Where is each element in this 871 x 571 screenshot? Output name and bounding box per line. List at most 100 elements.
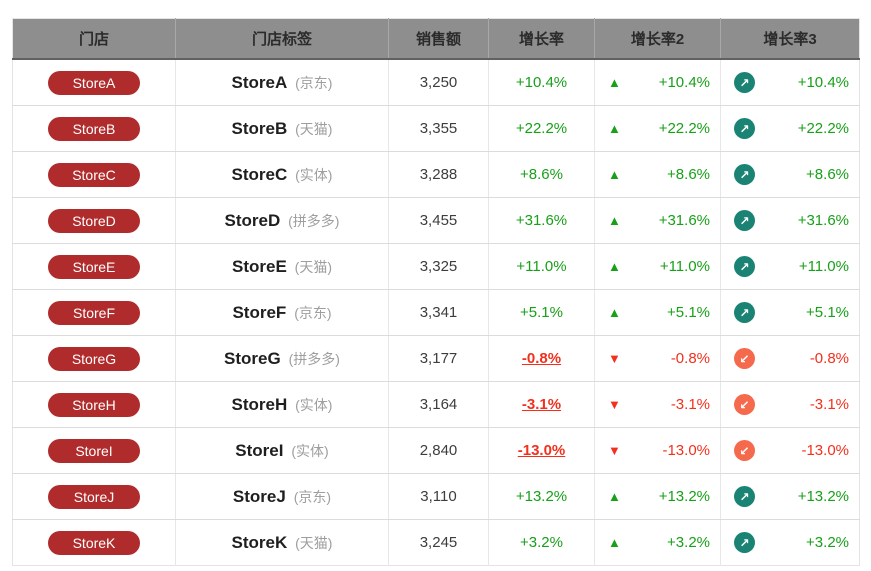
growth3-value: +11.0%	[798, 258, 849, 275]
store-label-cell: StoreB (天猫)	[175, 105, 389, 152]
growth-value: +8.6%	[520, 166, 563, 183]
trend-circle-badge: ↙	[734, 394, 755, 415]
store-pill[interactable]: StoreB	[48, 116, 140, 141]
store-pill[interactable]: StoreH	[48, 392, 140, 417]
growth3-cell: ↗ +13.2%	[720, 473, 860, 520]
sales-cell: 3,250	[388, 59, 489, 106]
header-store: 门店	[12, 18, 176, 60]
trend-circle-badge: ↗	[734, 164, 755, 185]
sales-cell: 3,455	[388, 197, 489, 244]
store-name: StoreK	[231, 532, 288, 552]
store-platform: (实体)	[291, 396, 333, 413]
growth3-cell: ↗ +5.1%	[720, 289, 860, 336]
store-pill[interactable]: StoreK	[48, 530, 140, 555]
growth3-cell: ↙ -0.8%	[720, 335, 860, 382]
store-name: StoreE	[231, 256, 287, 276]
store-cell: StoreB	[12, 105, 176, 152]
growth2-value: +11.0%	[659, 258, 710, 275]
store-cell: StoreD	[12, 197, 176, 244]
store-cell: StoreG	[12, 335, 176, 382]
trend-arrow-icon: ↗	[739, 305, 750, 320]
trend-triangle-icon: ▲	[608, 75, 621, 90]
growth2-value: -13.0%	[662, 442, 710, 459]
trend-arrow-icon: ↗	[739, 259, 750, 274]
growth-cell: +10.4%	[488, 59, 595, 106]
table-row: StoreE StoreE (天猫) 3,325 +11.0% ▲ +11.0%…	[12, 243, 860, 290]
store-label-cell: StoreH (实体)	[175, 381, 389, 428]
growth-cell: +13.2%	[488, 473, 595, 520]
store-label-cell: StoreE (天猫)	[175, 243, 389, 290]
sales-cell: 2,840	[388, 427, 489, 474]
trend-circle-badge: ↗	[734, 486, 755, 507]
store-pill[interactable]: StoreC	[48, 162, 140, 187]
growth3-value: +13.2%	[797, 488, 849, 505]
growth3-cell: ↗ +8.6%	[720, 151, 860, 198]
trend-circle-badge: ↗	[734, 256, 755, 277]
store-cell: StoreA	[12, 59, 176, 106]
store-name: StoreH	[231, 394, 288, 414]
store-pill[interactable]: StoreG	[48, 346, 140, 371]
store-platform: (天猫)	[291, 534, 333, 551]
store-platform: (天猫)	[290, 258, 332, 275]
store-pill[interactable]: StoreE	[48, 254, 140, 279]
growth-value: +22.2%	[515, 120, 568, 137]
growth3-cell: ↗ +11.0%	[720, 243, 860, 290]
store-label-cell: StoreF (京东)	[175, 289, 389, 336]
trend-circle-badge: ↗	[734, 72, 755, 93]
sales-value: 3,245	[419, 534, 458, 551]
trend-arrow-icon: ↗	[739, 213, 750, 228]
growth-cell: +11.0%	[488, 243, 595, 290]
growth-cell: -3.1%	[488, 381, 595, 428]
growth2-cell: ▲ +11.0%	[594, 243, 721, 290]
store-pill[interactable]: StoreF	[48, 300, 140, 325]
table-row: StoreC StoreC (实体) 3,288 +8.6% ▲ +8.6% ↗…	[12, 151, 860, 198]
growth2-value: +5.1%	[667, 304, 710, 321]
store-platform: (京东)	[290, 304, 332, 321]
growth2-value: +10.4%	[658, 74, 710, 91]
trend-circle-badge: ↗	[734, 118, 755, 139]
growth3-value: +5.1%	[806, 304, 849, 321]
trend-circle-badge: ↗	[734, 532, 755, 553]
trend-arrow-icon: ↗	[739, 75, 750, 90]
sales-value: 3,325	[419, 258, 458, 275]
store-pill[interactable]: StoreA	[48, 70, 140, 95]
store-name: StoreD	[224, 210, 281, 230]
store-platform: (京东)	[289, 488, 332, 505]
growth3-value: +10.4%	[797, 74, 849, 91]
growth2-cell: ▼ -13.0%	[594, 427, 721, 474]
growth2-cell: ▲ +8.6%	[594, 151, 721, 198]
table-row: StoreF StoreF (京东) 3,341 +5.1% ▲ +5.1% ↗…	[12, 289, 860, 336]
sales-value: 3,455	[419, 212, 458, 229]
store-name: StoreI	[235, 440, 284, 460]
growth-cell: +8.6%	[488, 151, 595, 198]
growth2-value: -0.8%	[670, 350, 710, 367]
growth3-value: -0.8%	[809, 350, 849, 367]
growth-cell: +31.6%	[488, 197, 595, 244]
sales-cell: 3,341	[388, 289, 489, 336]
store-platform: (拼多多)	[284, 350, 340, 367]
store-name: StoreG	[224, 348, 281, 368]
store-platform: (拼多多)	[284, 212, 340, 229]
store-label-cell: StoreC (实体)	[175, 151, 389, 198]
growth-value: +3.2%	[520, 534, 563, 551]
trend-triangle-icon: ▼	[608, 443, 621, 458]
growth2-cell: ▼ -3.1%	[594, 381, 721, 428]
growth-value: -3.1%	[521, 396, 562, 413]
sales-value: 3,250	[419, 74, 458, 91]
growth2-cell: ▲ +31.6%	[594, 197, 721, 244]
store-name: StoreF	[232, 302, 287, 322]
growth2-value: +13.2%	[658, 488, 710, 505]
growth2-value: +22.2%	[658, 120, 710, 137]
store-pill[interactable]: StoreI	[48, 438, 140, 463]
store-name: StoreB	[231, 118, 288, 138]
table-row: StoreJ StoreJ (京东) 3,110 +13.2% ▲ +13.2%…	[12, 473, 860, 520]
store-pill[interactable]: StoreD	[48, 208, 140, 233]
trend-arrow-icon: ↗	[739, 167, 750, 182]
trend-triangle-icon: ▲	[608, 535, 621, 550]
growth3-cell: ↙ -3.1%	[720, 381, 860, 428]
table-row: StoreB StoreB (天猫) 3,355 +22.2% ▲ +22.2%…	[12, 105, 860, 152]
sales-value: 3,355	[419, 120, 458, 137]
store-platform: (实体)	[291, 166, 333, 183]
trend-triangle-icon: ▲	[608, 305, 621, 320]
store-pill[interactable]: StoreJ	[48, 484, 140, 509]
